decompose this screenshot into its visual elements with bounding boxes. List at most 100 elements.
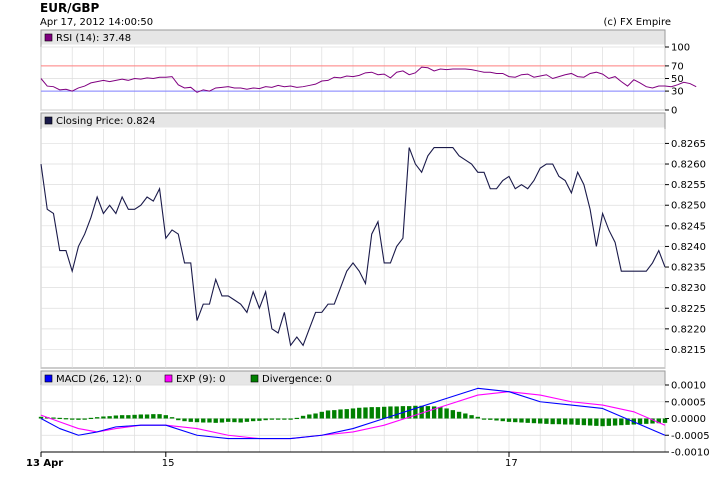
divergence-bar [494, 418, 499, 421]
divergence-bar [569, 418, 574, 425]
price-ytick-label: 0.8220 [671, 324, 706, 335]
exp-legend-label: EXP (9): 0 [176, 374, 225, 385]
divergence-bar [138, 414, 144, 419]
x-tick-label: 13 Apr [26, 458, 63, 469]
macd-legend-label: MACD (26, 12): 0 [56, 374, 142, 385]
x-tick-label: 15 [162, 458, 175, 469]
divergence-bar [144, 414, 150, 419]
divergence-bar [406, 406, 412, 419]
divergence-bar [151, 414, 156, 419]
divergence-bar [550, 418, 555, 425]
divergence-bar [656, 418, 661, 424]
divergence-bar [226, 418, 231, 422]
divergence-bar [375, 407, 381, 419]
divergence-bar [594, 418, 599, 426]
divergence-bar [338, 409, 343, 419]
macd-legend-swatch [44, 374, 53, 383]
divergence-bar [313, 413, 318, 419]
price-ytick-label: 0.8225 [671, 304, 706, 315]
macd-ytick-label: -0.0005 [671, 431, 710, 442]
divergence-bar [257, 418, 262, 421]
divergence-bar [475, 416, 480, 419]
divergence-bar [282, 418, 287, 420]
divergence-bar [463, 413, 468, 419]
divergence-bar [513, 418, 518, 423]
divergence-bar [394, 406, 399, 419]
divergence-legend-swatch [250, 374, 259, 383]
divergence-bar [63, 418, 69, 420]
price-ytick-label: 0.8235 [671, 263, 706, 274]
divergence-bar [382, 406, 387, 419]
divergence-bar [357, 407, 362, 419]
divergence-bar [612, 418, 618, 426]
divergence-bar [538, 418, 543, 424]
divergence-bar [625, 418, 630, 425]
divergence-bar [556, 418, 562, 425]
divergence-bar [332, 410, 337, 419]
macd-line [40, 387, 666, 440]
divergence-bar [325, 410, 331, 419]
macd-ytick-label: 0.0005 [671, 397, 706, 408]
divergence-bar [288, 418, 293, 420]
price-ytick-label: 0.8240 [671, 242, 706, 253]
divergence-bar [444, 408, 449, 419]
divergence-bar [469, 415, 474, 419]
divergence-bar [113, 415, 119, 419]
divergence-bar [244, 418, 250, 422]
divergence-bar [263, 418, 268, 421]
divergence-bar [600, 418, 605, 427]
price-legend-label: Closing Price: 0.824 [56, 116, 155, 127]
divergence-bar [57, 417, 62, 420]
divergence-bar [182, 418, 187, 422]
rsi-ytick-label: 30 [671, 87, 684, 98]
divergence-bar [88, 417, 94, 420]
divergence-bar [119, 415, 125, 419]
rsi-ytick-label: 50 [671, 74, 684, 85]
price-ytick-label: 0.8250 [671, 201, 706, 212]
divergence-bar [157, 414, 162, 419]
divergence-bar [587, 418, 593, 426]
closing-price-line [40, 146, 666, 347]
divergence-bar [619, 418, 624, 426]
divergence-bar [188, 418, 193, 422]
divergence-bar [456, 411, 462, 419]
price-legend-band [41, 113, 665, 128]
divergence-bar [38, 416, 44, 419]
divergence-bar [344, 409, 349, 419]
divergence-bar [101, 416, 106, 419]
divergence-bar [438, 407, 443, 419]
divergence-bar [413, 405, 418, 419]
rsi-legend-swatch [44, 33, 53, 42]
price-ytick-label: 0.8260 [671, 160, 706, 171]
chart-copyright: (c) FX Empire [603, 17, 672, 28]
divergence-bar [194, 418, 200, 423]
rsi-ytick-label: 70 [671, 61, 684, 72]
price-ytick-label: 0.8255 [671, 180, 706, 191]
divergence-bar [644, 418, 649, 424]
divergence-bar [294, 417, 300, 420]
divergence-bar [606, 418, 612, 426]
price-legend-swatch [44, 116, 53, 125]
divergence-bar [369, 407, 374, 419]
divergence-bar [450, 410, 456, 419]
rsi-legend-band [41, 30, 665, 45]
x-tick-label: 17 [505, 458, 518, 469]
divergence-bar [76, 418, 81, 420]
macd-ytick-label: 0.0000 [671, 414, 706, 425]
divergence-bar [662, 418, 668, 423]
divergence-bar [307, 414, 312, 419]
divergence-bar [132, 414, 137, 419]
divergence-bar [107, 416, 112, 419]
divergence-bar [319, 411, 324, 419]
rsi-ytick-label: 100 [671, 43, 690, 54]
divergence-bar [419, 405, 424, 419]
divergence-bar [481, 418, 487, 420]
divergence-bar [275, 418, 281, 420]
divergence-bar [238, 418, 243, 423]
divergence-bar [525, 418, 530, 423]
divergence-bar [250, 418, 256, 422]
divergence-bar [213, 418, 218, 423]
divergence-bar [363, 407, 368, 419]
price-ytick-label: 0.8215 [671, 345, 706, 356]
